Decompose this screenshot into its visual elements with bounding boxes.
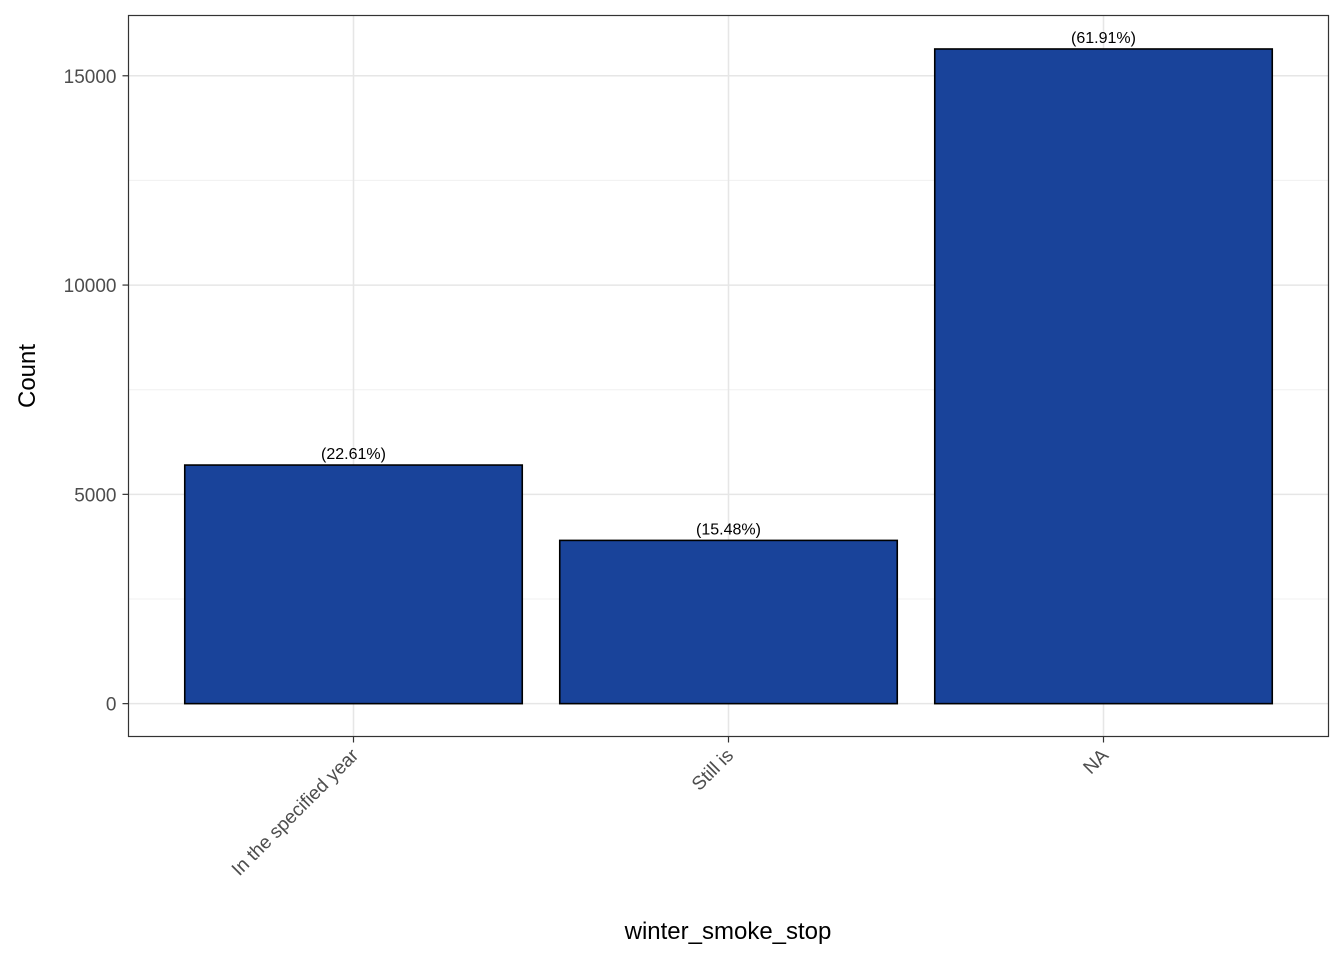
bar-percent-label: (61.91%) [1071,30,1136,47]
y-tick-label: 5000 [74,485,116,506]
bar [933,48,1274,705]
x-axis-title: winter_smoke_stop [624,918,832,945]
y-tick-label: 10000 [64,276,117,297]
bar-percent-label: (22.61%) [321,446,386,463]
bar [558,539,899,705]
bars [183,48,1274,705]
bar [183,464,524,705]
x-tick-label: Still is [688,745,738,795]
x-tick-label: NA [1080,745,1114,779]
x-tick-label: In the specified year [228,745,364,881]
y-axis: 0 5000 10000 15000 [64,67,129,716]
x-axis: In the specified year Still is NA [228,736,1114,881]
y-axis-title: Count [14,344,41,408]
y-tick-label: 0 [106,695,117,716]
bar-percent-label: (15.48%) [696,521,761,538]
y-tick-label: 15000 [64,67,117,88]
bar-value-labels: (22.61%) (15.48%) (61.91%) [321,30,1136,538]
